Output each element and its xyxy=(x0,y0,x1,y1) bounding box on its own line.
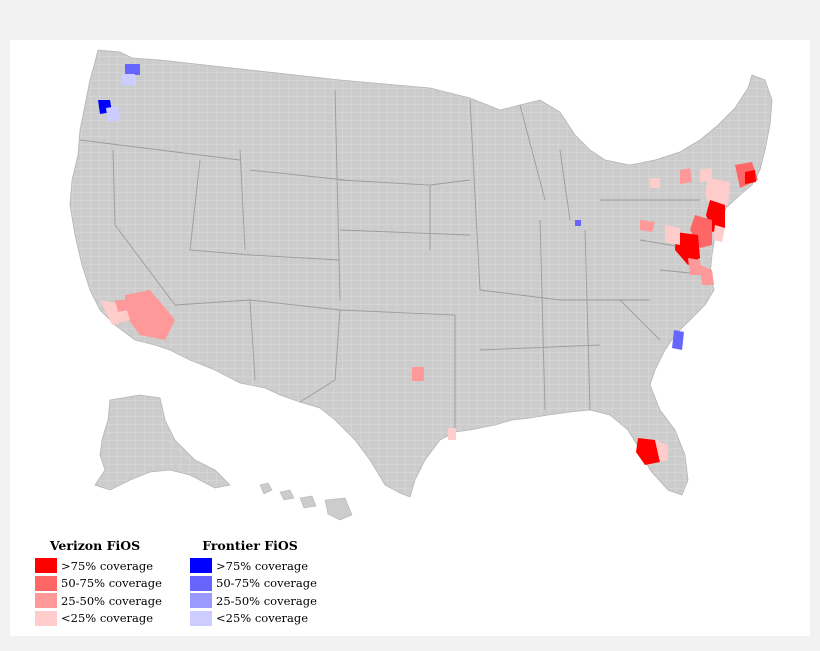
contiguous-us-shape xyxy=(69,49,773,498)
frontier-legend-item: >75% coverage xyxy=(190,557,317,575)
frontier-legend-title: Frontier FiOS xyxy=(202,538,298,553)
verizon-label-50-75: 50-75% coverage xyxy=(61,576,162,591)
verizon-legend-item: 50-75% coverage xyxy=(35,575,162,593)
verizon-legend-item: 25-50% coverage xyxy=(35,592,162,610)
frontier-coverage-regions xyxy=(98,64,684,350)
verizon-swatch-25 xyxy=(35,610,57,626)
frontier-swatch-25 xyxy=(190,610,212,626)
verizon-swatch-25-50 xyxy=(35,593,57,609)
verizon-legend-title: Verizon FiOS xyxy=(49,538,141,553)
verizon-coverage-regions xyxy=(100,162,758,465)
frontier-swatch-25-50 xyxy=(190,593,212,609)
verizon-legend-item: >75% coverage xyxy=(35,557,162,575)
hawaii-shape xyxy=(259,482,353,521)
verizon-label-25-50: 25-50% coverage xyxy=(61,593,162,608)
frontier-label-75: >75% coverage xyxy=(216,558,309,573)
frontier-legend: Frontier FiOS >75% coverage 50-75% cover… xyxy=(190,538,317,627)
frontier-swatch-50-75 xyxy=(190,575,212,591)
alaska-shape xyxy=(94,394,231,491)
verizon-swatch-50-75 xyxy=(35,575,57,591)
frontier-legend-item: 50-75% coverage xyxy=(190,575,317,593)
frontier-label-25-50: 25-50% coverage xyxy=(216,593,317,608)
verizon-legend-item: <25% coverage xyxy=(35,610,162,628)
verizon-swatch-75 xyxy=(35,558,57,574)
state-borders xyxy=(79,89,711,430)
verizon-legend: Verizon FiOS >75% coverage 50-75% covera… xyxy=(35,538,162,627)
verizon-label-75: >75% coverage xyxy=(61,558,154,573)
verizon-label-25: <25% coverage xyxy=(61,611,154,626)
frontier-label-50-75: 50-75% coverage xyxy=(216,576,317,591)
frontier-legend-item: <25% coverage xyxy=(190,610,317,628)
frontier-swatch-75 xyxy=(190,558,212,574)
frontier-legend-item: 25-50% coverage xyxy=(190,592,317,610)
frontier-label-25: <25% coverage xyxy=(216,611,309,626)
